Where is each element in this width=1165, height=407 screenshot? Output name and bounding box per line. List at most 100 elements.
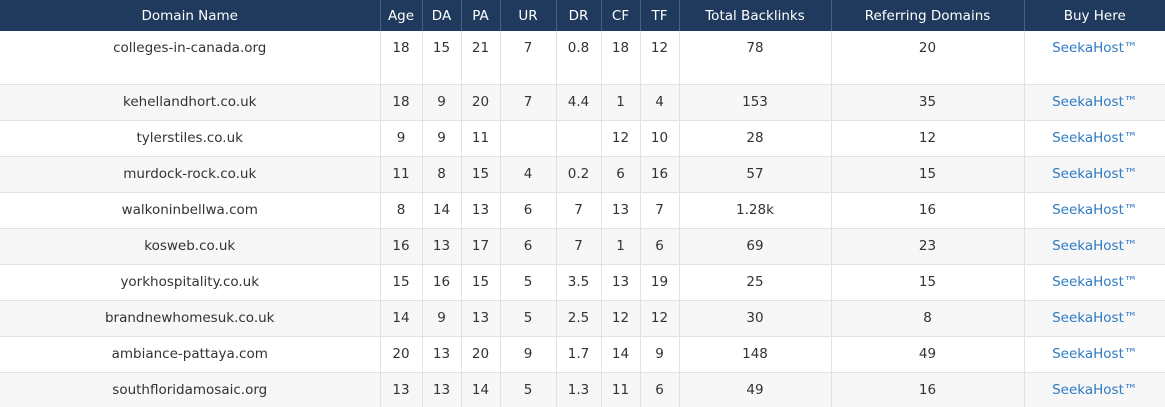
cell-ur: 9: [499, 335, 556, 372]
cell-buy-here: SeekaHost™: [1023, 335, 1165, 372]
cell-cf: 6: [600, 155, 640, 192]
cell-total-backlinks: 153: [678, 83, 831, 120]
table-header: Domain Name Age DA PA UR DR CF TF Total …: [0, 0, 1165, 31]
cell-da: 9: [421, 119, 461, 156]
cell-total-backlinks: 25: [678, 263, 831, 300]
buy-link[interactable]: SeekaHost™: [1052, 130, 1138, 146]
cell-da: 13: [421, 227, 461, 264]
cell-total-backlinks: 69: [678, 227, 831, 264]
col-header-da[interactable]: DA: [421, 0, 461, 31]
cell-domain: kehellandhort.co.uk: [0, 83, 380, 120]
cell-cf: 14: [600, 335, 640, 372]
cell-domain: southfloridamosaic.org: [0, 371, 380, 407]
cell-domain: brandnewhomesuk.co.uk: [0, 299, 380, 336]
col-header-tf[interactable]: TF: [639, 0, 679, 31]
buy-link[interactable]: SeekaHost™: [1052, 40, 1138, 56]
cell-da: 9: [421, 299, 461, 336]
cell-dr: 0.8: [555, 31, 601, 84]
cell-pa: 15: [460, 263, 500, 300]
cell-age: 18: [379, 83, 422, 120]
cell-referring-domains: 20: [830, 31, 1024, 84]
cell-total-backlinks: 78: [678, 31, 831, 84]
cell-referring-domains: 23: [830, 227, 1024, 264]
cell-age: 20: [379, 335, 422, 372]
buy-link[interactable]: SeekaHost™: [1052, 238, 1138, 254]
cell-total-backlinks: 49: [678, 371, 831, 407]
cell-total-backlinks: 148: [678, 335, 831, 372]
cell-domain: yorkhospitality.co.uk: [0, 263, 380, 300]
cell-ur: [499, 119, 556, 156]
cell-dr: 7: [555, 191, 601, 228]
cell-cf: 12: [600, 299, 640, 336]
cell-total-backlinks: 30: [678, 299, 831, 336]
cell-dr: [555, 119, 601, 156]
cell-ur: 5: [499, 371, 556, 407]
cell-cf: 1: [600, 83, 640, 120]
cell-cf: 12: [600, 119, 640, 156]
cell-domain: kosweb.co.uk: [0, 227, 380, 264]
cell-age: 9: [379, 119, 422, 156]
col-header-ur[interactable]: UR: [499, 0, 556, 31]
cell-dr: 1.3: [555, 371, 601, 407]
cell-cf: 13: [600, 263, 640, 300]
col-header-domain-name[interactable]: Domain Name: [141, 7, 238, 24]
cell-domain: ambiance-pattaya.com: [0, 335, 380, 372]
col-header-referring-domains[interactable]: Referring Domains: [830, 0, 1024, 31]
cell-dr: 4.4: [555, 83, 601, 120]
cell-cf: 13: [600, 191, 640, 228]
col-header-total-backlinks[interactable]: Total Backlinks: [678, 0, 831, 31]
buy-link[interactable]: SeekaHost™: [1052, 346, 1138, 362]
buy-link[interactable]: SeekaHost™: [1052, 202, 1138, 218]
table-row: walkoninbellwa.com 8 14 13 6 7 13 7 1.28…: [0, 191, 1165, 228]
cell-tf: 12: [639, 299, 679, 336]
cell-referring-domains: 15: [830, 155, 1024, 192]
cell-tf: 12: [639, 31, 679, 84]
cell-da: 13: [421, 335, 461, 372]
buy-link[interactable]: SeekaHost™: [1052, 274, 1138, 290]
cell-total-backlinks: 28: [678, 119, 831, 156]
cell-domain: walkoninbellwa.com: [0, 191, 380, 228]
cell-domain: tylerstiles.co.uk: [0, 119, 380, 156]
cell-tf: 6: [639, 227, 679, 264]
buy-link[interactable]: SeekaHost™: [1052, 166, 1138, 182]
cell-domain: colleges-in-canada.org: [113, 40, 267, 56]
cell-referring-domains: 16: [830, 371, 1024, 407]
cell-buy-here: SeekaHost™: [1023, 227, 1165, 264]
cell-dr: 0.2: [555, 155, 601, 192]
cell-age: 8: [379, 191, 422, 228]
buy-link[interactable]: SeekaHost™: [1052, 94, 1138, 110]
table-row: southfloridamosaic.org 13 13 14 5 1.3 11…: [0, 371, 1165, 407]
cell-buy-here: SeekaHost™: [1023, 119, 1165, 156]
cell-total-backlinks: 57: [678, 155, 831, 192]
col-header-cf[interactable]: CF: [600, 0, 640, 31]
buy-link[interactable]: SeekaHost™: [1052, 310, 1138, 326]
cell-referring-domains: 16: [830, 191, 1024, 228]
cell-dr: 2.5: [555, 299, 601, 336]
cell-ur: 7: [499, 31, 556, 84]
col-header-buy-here: Buy Here: [1023, 0, 1165, 31]
cell-pa: 20: [460, 83, 500, 120]
cell-ur: 7: [499, 83, 556, 120]
table-body: colleges-in-canada.org 18 15 21 7 0.8 18…: [0, 31, 1165, 407]
cell-age: 16: [379, 227, 422, 264]
cell-referring-domains: 35: [830, 83, 1024, 120]
cell-ur: 5: [499, 299, 556, 336]
col-header-dr[interactable]: DR: [555, 0, 601, 31]
col-header-pa[interactable]: PA: [460, 0, 500, 31]
table-row: murdock-rock.co.uk 11 8 15 4 0.2 6 16 57…: [0, 155, 1165, 192]
cell-dr: 7: [555, 227, 601, 264]
cell-pa: 17: [460, 227, 500, 264]
cell-ur: 6: [499, 191, 556, 228]
cell-pa: 21: [460, 31, 500, 84]
cell-buy-here: SeekaHost™: [1023, 263, 1165, 300]
cell-referring-domains: 12: [830, 119, 1024, 156]
cell-buy-here: SeekaHost™: [1023, 155, 1165, 192]
cell-tf: 9: [639, 335, 679, 372]
buy-link[interactable]: SeekaHost™: [1052, 382, 1138, 398]
col-header-age[interactable]: Age: [379, 0, 422, 31]
cell-buy-here: SeekaHost™: [1023, 83, 1165, 120]
cell-pa: 13: [460, 191, 500, 228]
cell-age: 18: [379, 31, 422, 84]
cell-da: 14: [421, 191, 461, 228]
